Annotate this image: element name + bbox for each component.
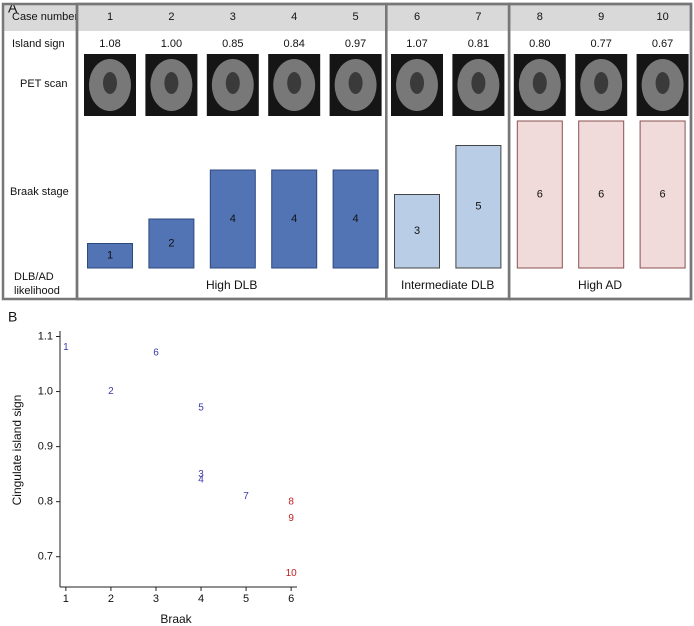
bar [394, 194, 440, 269]
bar-label: 1 [107, 250, 113, 262]
pet-ventricle [410, 72, 424, 94]
case-number: 7 [475, 11, 481, 23]
pet-ventricle [225, 72, 240, 94]
group-frame [507, 2, 693, 301]
point-label: 9 [288, 513, 294, 524]
row-label: Braak stage [10, 186, 69, 198]
group-name: High AD [578, 278, 622, 292]
case-number: 4 [291, 11, 297, 23]
island-sign: 0.85 [222, 38, 243, 50]
point-label: 2 [108, 386, 114, 397]
point-label: 7 [243, 491, 249, 502]
island-sign: 0.84 [283, 38, 304, 50]
bar-label: 6 [537, 188, 543, 200]
x-tick-label: 1 [63, 593, 69, 605]
pet-ventricle [164, 72, 179, 94]
bar-label: 4 [353, 213, 359, 225]
group-name: High DLB [206, 278, 257, 292]
bar-label: 6 [660, 188, 666, 200]
point-label: 3 [198, 469, 204, 480]
x-tick-label: 6 [288, 593, 294, 605]
y-tick-label: 1.1 [38, 330, 53, 342]
y-tick-label: 1.0 [38, 385, 53, 397]
case-number: 8 [537, 11, 543, 23]
island-sign: 1.08 [99, 38, 120, 50]
pet-ventricle [348, 72, 363, 94]
bar [332, 169, 379, 269]
bar [455, 145, 502, 269]
x-tick-label: 5 [243, 593, 249, 605]
case-number: 9 [598, 11, 604, 23]
case-number: 6 [414, 11, 420, 23]
bar [87, 243, 133, 269]
pet-ventricle [532, 72, 547, 94]
point-label: 10 [286, 568, 298, 579]
bar [578, 120, 625, 269]
bar [639, 120, 686, 269]
bar-label: 4 [230, 213, 236, 225]
pet-ventricle [655, 72, 670, 94]
panel-label: B [8, 309, 17, 325]
row-label: Case number [12, 11, 78, 23]
bar [148, 218, 195, 269]
bar [209, 169, 256, 269]
group-name: Intermediate DLB [401, 278, 494, 292]
point-label: 1 [63, 342, 69, 353]
row-label: PET scan [20, 78, 68, 90]
point-label: 5 [198, 403, 204, 414]
panel-label: A [8, 0, 18, 16]
island-sign: 0.77 [590, 38, 611, 50]
bar-label: 6 [598, 188, 604, 200]
bar [516, 120, 563, 269]
point-label: 6 [153, 348, 159, 359]
x-tick-label: 3 [153, 593, 159, 605]
case-number: 2 [168, 11, 174, 23]
bar [271, 169, 318, 269]
y-axis-label: Cingulate island sign [10, 395, 24, 506]
y-tick-label: 0.9 [38, 441, 53, 453]
case-number: 10 [656, 11, 668, 23]
header-band [3, 4, 691, 31]
case-number: 1 [107, 11, 113, 23]
x-tick-label: 2 [108, 593, 114, 605]
y-tick-label: 0.8 [38, 496, 53, 508]
island-sign: 0.80 [529, 38, 550, 50]
row-label: Island sign [12, 38, 65, 50]
island-sign: 0.81 [468, 38, 489, 50]
island-sign: 1.00 [161, 38, 182, 50]
pet-ventricle [287, 72, 302, 94]
case-number: 5 [353, 11, 359, 23]
pet-ventricle [103, 72, 117, 94]
bar-label: 4 [291, 213, 297, 225]
x-axis-label: Braak [160, 612, 192, 626]
island-sign: 0.67 [652, 38, 673, 50]
bar-label: 2 [168, 237, 174, 249]
bar-label: 3 [414, 225, 420, 237]
row-label: DLB/AD likelihood [14, 271, 60, 297]
point-label: 8 [288, 496, 294, 507]
pet-ventricle [594, 72, 609, 94]
pet-ventricle [471, 72, 486, 94]
bar-label: 5 [475, 201, 481, 213]
x-tick-label: 4 [198, 593, 204, 605]
point-label: 4 [198, 474, 204, 485]
case-number: 3 [230, 11, 236, 23]
island-sign: 1.07 [406, 38, 427, 50]
island-sign: 0.97 [345, 38, 366, 50]
y-tick-label: 0.7 [38, 551, 53, 563]
